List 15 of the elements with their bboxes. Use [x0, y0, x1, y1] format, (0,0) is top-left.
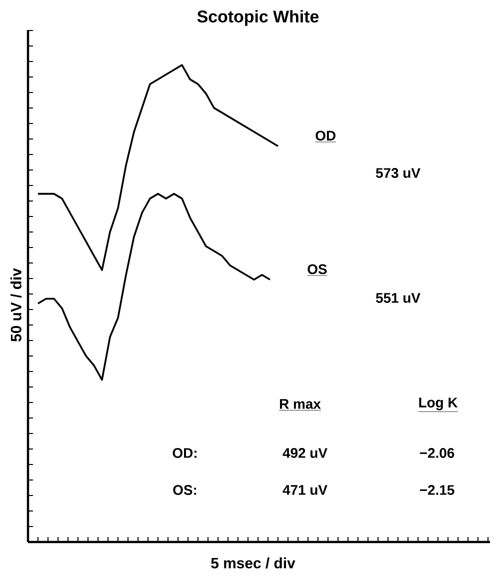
text: 471 uV [282, 485, 328, 495]
annotation: OS: [173, 485, 196, 495]
x-axis-title: 5 msec / div [211, 557, 296, 569]
annotation: OD: [172, 448, 196, 458]
y-axis-title: 50 uV / div [10, 268, 22, 342]
text: −2.15 [420, 485, 454, 495]
text: 492 uV [282, 448, 328, 458]
text: −2.06 [420, 448, 454, 458]
chart-title: Scotopic White [197, 10, 319, 26]
annotation: R max [280, 399, 321, 409]
text: OS [308, 264, 327, 274]
text: OD [316, 130, 336, 141]
text: 573 uV [376, 168, 420, 178]
text: Log K [419, 398, 458, 410]
text: 551 uV [376, 293, 420, 303]
